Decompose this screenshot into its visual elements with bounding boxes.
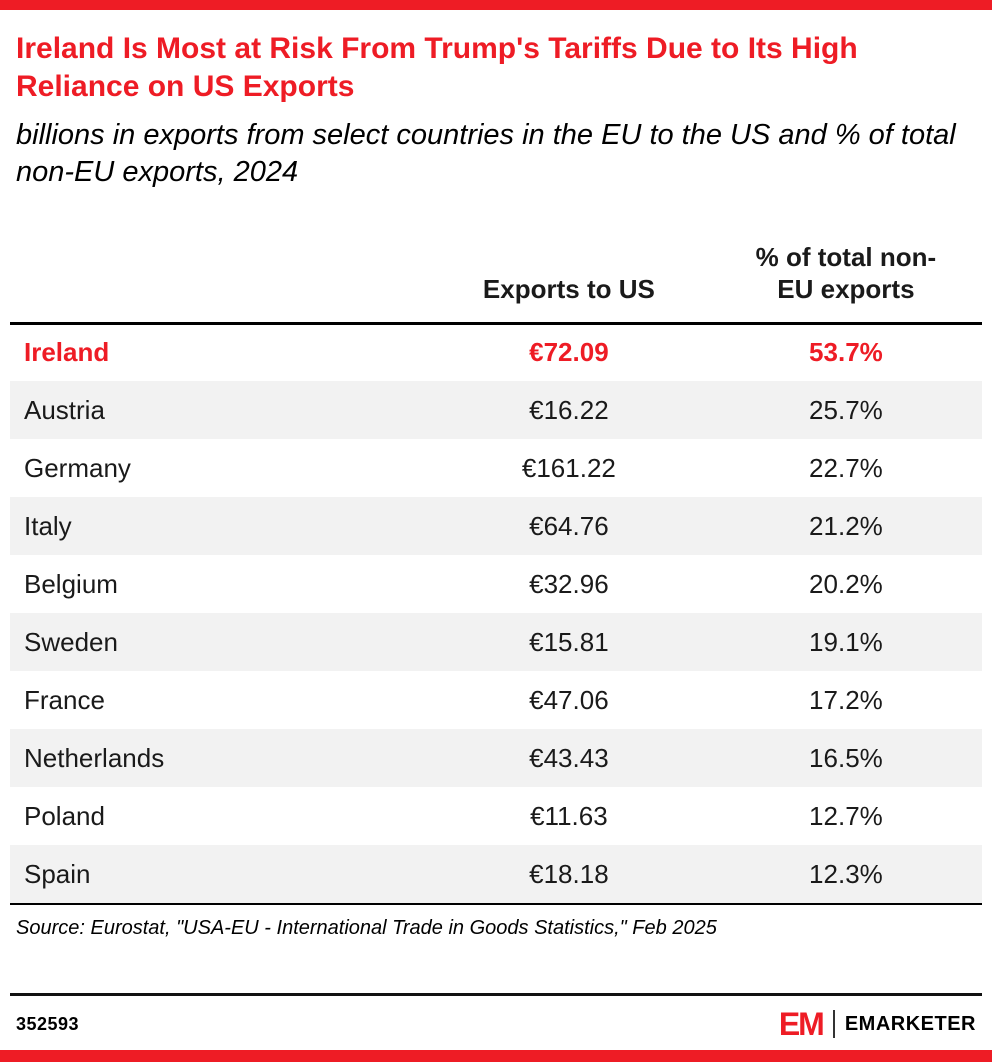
data-table: Exports to US % of total non-EU exports …	[10, 242, 982, 904]
cell-exports: €16.22	[427, 381, 710, 440]
chart-id: 352593	[16, 1013, 80, 1034]
cell-country: France	[24, 684, 105, 715]
cell-exports: €72.09	[529, 337, 609, 368]
emarketer-wordmark: EMARKETER	[844, 1013, 976, 1035]
header-pct-non-eu: % of total non-EU exports	[709, 242, 982, 325]
cell-exports: €32.96	[529, 568, 609, 599]
cell-country: Belgium	[24, 568, 118, 599]
cell-country: Ireland	[24, 337, 110, 368]
table-row: Germany €161.22 22.7%	[10, 439, 982, 497]
table-header-row: Exports to US % of total non-EU exports	[10, 242, 982, 325]
cell-exports: €161.22	[521, 452, 616, 483]
cell-pct: 22.7%	[809, 452, 883, 483]
cell-country: Poland	[24, 800, 105, 831]
cell-country: Netherlands	[10, 729, 428, 788]
table-row: Netherlands €43.43 16.5%	[10, 729, 982, 788]
table-row: Austria €16.22 25.7%	[10, 381, 982, 440]
cell-pct: 12.3%	[709, 845, 982, 904]
source-note: Source: Eurostat, "USA-EU - Internationa…	[10, 903, 982, 954]
header-exports-to-us: Exports to US	[427, 242, 710, 325]
cell-pct: 19.1%	[709, 613, 982, 672]
cell-exports: €11.63	[530, 800, 608, 831]
cell-pct: 20.2%	[809, 568, 883, 599]
bottom-accent-bar	[0, 1050, 992, 1062]
header-country	[10, 242, 428, 325]
header-exports-label: Exports to US	[482, 273, 655, 304]
cell-country: Italy	[10, 497, 428, 556]
cell-pct: 25.7%	[709, 381, 982, 440]
top-accent-bar	[0, 0, 992, 10]
chart-subtitle: billions in exports from select countrie…	[16, 118, 956, 189]
table-row: Ireland €72.09 53.7%	[10, 323, 982, 381]
table-body: Ireland €72.09 53.7% Austria €16.22 25.7% Germ…	[10, 323, 982, 904]
chart-title: Ireland Is Most at Risk From Trump's Tar…	[16, 32, 858, 104]
cell-pct: 16.5%	[709, 729, 982, 788]
table-row: Spain €18.18 12.3%	[10, 845, 982, 904]
emarketer-logo: EM EMARKETER	[779, 1008, 976, 1040]
cell-country: Austria	[10, 381, 428, 440]
cell-country: Spain	[10, 845, 428, 904]
cell-country: Sweden	[10, 613, 428, 672]
cell-country: Germany	[24, 452, 131, 483]
cell-pct: 12.7%	[809, 800, 883, 831]
cell-pct: 17.2%	[809, 684, 883, 715]
cell-exports: €18.18	[427, 845, 710, 904]
table-row: Italy €64.76 21.2%	[10, 497, 982, 556]
cell-exports: €64.76	[427, 497, 710, 556]
table-row: Belgium €32.96 20.2%	[10, 555, 982, 613]
footer: 352593 EM EMARKETER	[10, 993, 982, 1050]
cell-exports: €43.43	[427, 729, 710, 788]
table-row: Sweden €15.81 19.1%	[10, 613, 982, 672]
header-pct-label: % of total non-EU exports	[755, 242, 937, 304]
chart-header: Ireland Is Most at Risk From Trump's Tar…	[0, 10, 992, 192]
table-row: Poland €11.63 12.7%	[10, 787, 982, 845]
data-table-wrap: Exports to US % of total non-EU exports …	[10, 242, 982, 904]
cell-exports: €47.06	[529, 684, 609, 715]
logo-divider	[832, 1010, 835, 1038]
cell-pct: 53.7%	[809, 337, 883, 368]
cell-pct: 21.2%	[709, 497, 982, 556]
cell-exports: €15.81	[427, 613, 710, 672]
em-logo-icon: EM	[778, 1006, 825, 1042]
table-row: France €47.06 17.2%	[10, 671, 982, 729]
